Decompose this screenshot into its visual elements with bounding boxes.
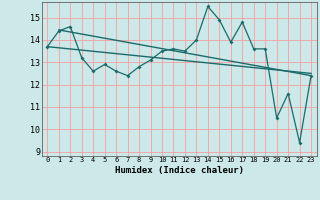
X-axis label: Humidex (Indice chaleur): Humidex (Indice chaleur) (115, 166, 244, 175)
